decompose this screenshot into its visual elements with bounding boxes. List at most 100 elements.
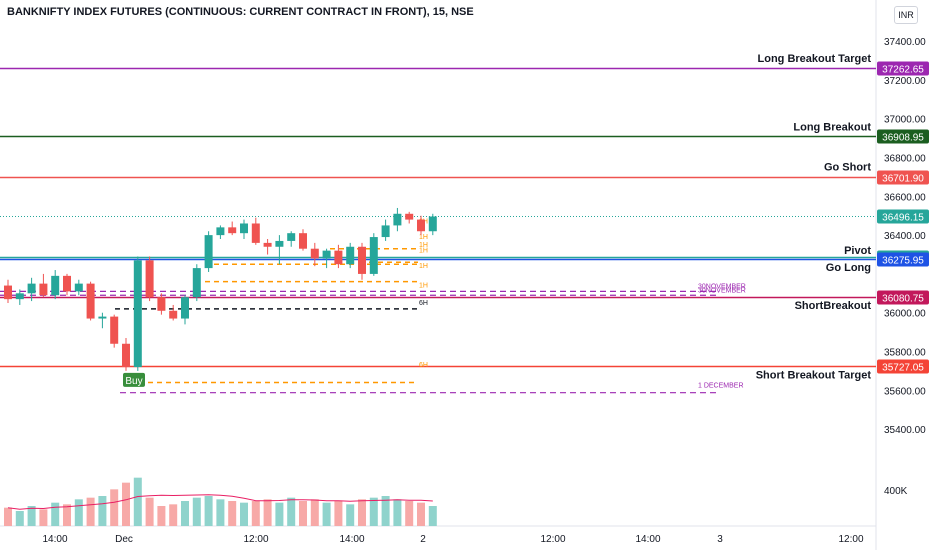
- candle-body: [216, 227, 225, 236]
- level-label: Long Breakout Target: [758, 53, 872, 65]
- level-price-value: 36275.95: [882, 256, 924, 267]
- volume-bar: [275, 502, 284, 526]
- volume-bar: [86, 497, 95, 526]
- volume-bar: [192, 497, 201, 526]
- candle-body: [287, 233, 296, 241]
- volume-bar: [51, 502, 60, 526]
- volume-bar: [299, 501, 307, 526]
- candle-body: [275, 240, 284, 247]
- y-tick-label: 35800.00: [884, 348, 926, 359]
- volume-bar: [216, 499, 225, 526]
- level-price-value: 37262.65: [882, 65, 924, 76]
- x-tick-label: 3: [717, 534, 723, 545]
- candle-body: [181, 297, 189, 319]
- volume-bar: [263, 499, 272, 526]
- volume-bar: [98, 496, 107, 526]
- chart-title: BANKNIFTY INDEX FUTURES (CONTINUOUS: CUR…: [7, 6, 474, 18]
- level-price-badge: [877, 252, 929, 267]
- candle-body: [310, 248, 319, 259]
- candle-body: [145, 260, 154, 298]
- candle-body: [122, 343, 130, 368]
- candle-body: [228, 227, 237, 234]
- candle-body: [322, 250, 331, 259]
- y-tick-label: 36000.00: [884, 309, 926, 320]
- x-tick-label: 14:00: [339, 534, 364, 545]
- volume-bar: [393, 499, 402, 526]
- candle-body: [157, 297, 166, 311]
- timeframe-tag: 6H: [419, 362, 428, 369]
- volume-bar: [358, 499, 366, 526]
- volume-bar: [428, 506, 437, 526]
- candle-body: [263, 242, 272, 247]
- volume-ma-line: [7, 494, 433, 510]
- volume-bar: [346, 504, 355, 526]
- candle-body: [39, 283, 48, 296]
- level-label: Long Breakout: [793, 121, 871, 133]
- level-price-value: 36080.75: [882, 294, 924, 305]
- candle-body: [428, 216, 437, 232]
- timeframe-tag: 1H: [419, 283, 428, 290]
- volume-bar: [15, 511, 24, 526]
- level-price-value: 36908.95: [882, 133, 924, 144]
- level-label: Go Long: [826, 262, 871, 274]
- volume-bar: [181, 501, 189, 526]
- volume-bar: [145, 497, 154, 526]
- buy-signal-label: Buy: [125, 376, 142, 387]
- candle-body: [15, 293, 24, 300]
- x-tick-label: 14:00: [635, 534, 660, 545]
- candle-body: [358, 246, 366, 274]
- x-tick-label: Dec: [115, 534, 133, 545]
- volume-bar: [133, 477, 142, 526]
- candle-body: [405, 213, 414, 220]
- volume-bar: [369, 497, 378, 526]
- x-tick-label: 12:00: [243, 534, 268, 545]
- level-price-value: 36701.90: [882, 174, 924, 185]
- date-annotation: 1 DECEMBER: [698, 383, 744, 390]
- candle-body: [381, 225, 390, 238]
- candle-body: [192, 268, 201, 298]
- volume-bar: [4, 507, 12, 526]
- volume-bar: [405, 501, 414, 526]
- candle-body: [299, 233, 307, 249]
- candle-body: [4, 285, 12, 300]
- candle-body: [110, 316, 119, 344]
- volume-bar: [287, 497, 296, 526]
- timeframe-tag: 1H: [419, 242, 428, 249]
- volume-bar: [169, 504, 178, 526]
- volume-bar: [39, 509, 48, 526]
- y-tick-label: 37200.00: [884, 76, 926, 87]
- volume-bar: [310, 499, 319, 526]
- timeframe-tag: 6H: [419, 300, 428, 307]
- last-price-badge: [877, 209, 929, 224]
- volume-bar: [122, 482, 130, 526]
- candle-body: [98, 316, 107, 319]
- x-tick-label: 12:00: [838, 534, 863, 545]
- y-tick-label: 35400.00: [884, 425, 926, 436]
- candle-body: [393, 213, 402, 226]
- candle-body: [417, 219, 425, 232]
- volume-bar: [204, 496, 213, 526]
- candle-body: [133, 260, 142, 368]
- currency-button[interactable]: INR: [894, 6, 918, 24]
- date-annotation: 30NOVEMBER: [698, 287, 746, 294]
- candle-body: [86, 283, 95, 319]
- y-tick-label: 37000.00: [884, 115, 926, 126]
- volume-bar: [157, 506, 166, 526]
- level-price-badge: [877, 290, 929, 305]
- volume-bar: [251, 501, 260, 526]
- date-annotation: 30NOVEMBER: [698, 283, 746, 290]
- volume-bar: [110, 489, 119, 526]
- level-price-badge: [877, 170, 929, 185]
- volume-bar: [63, 504, 71, 526]
- last-price-value: 36496.15: [882, 213, 924, 224]
- x-tick-label: 2: [420, 534, 426, 545]
- volume-bar: [334, 501, 343, 526]
- volume-axis-label: 400K: [884, 486, 908, 497]
- volume-bar: [322, 502, 331, 526]
- level-price-badge: [877, 359, 929, 374]
- timeframe-tag: 1H: [419, 263, 428, 270]
- level-price-badge: [877, 129, 929, 144]
- level-label: Go Short: [824, 162, 871, 174]
- volume-bar: [381, 496, 390, 526]
